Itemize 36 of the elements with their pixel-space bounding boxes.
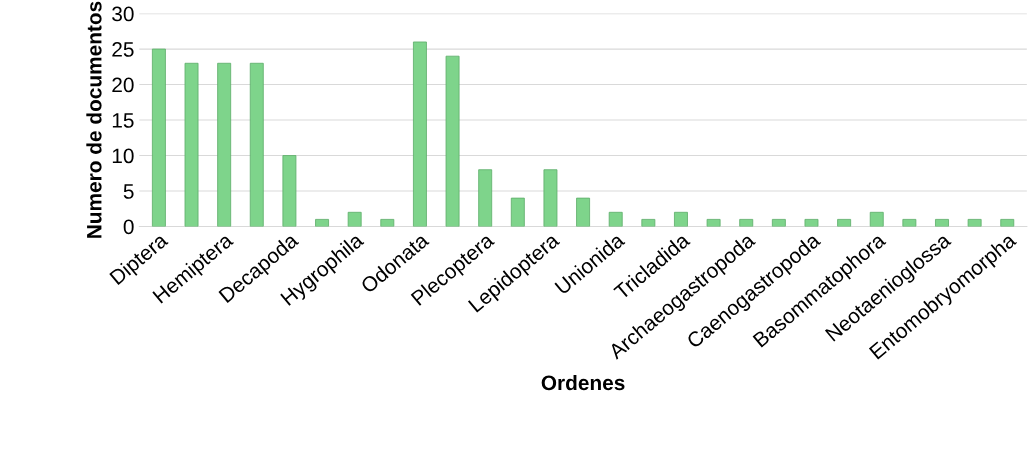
bar	[543, 169, 558, 227]
bar	[510, 197, 525, 227]
bar	[608, 211, 623, 227]
bar	[576, 197, 591, 227]
y-tick-label: 25	[112, 42, 134, 57]
bar	[412, 41, 427, 227]
bar	[902, 218, 917, 227]
y-tick-label: 15	[112, 113, 134, 128]
bar	[804, 218, 819, 227]
bar	[967, 218, 982, 227]
bar	[315, 218, 329, 227]
bar	[478, 169, 493, 227]
bar	[837, 218, 852, 227]
bar	[674, 211, 688, 227]
y-tick-label: 10	[112, 148, 134, 164]
bar	[1000, 218, 1015, 227]
bar	[282, 155, 297, 227]
x-axis-title: Ordenes	[541, 374, 625, 391]
bar	[445, 55, 460, 227]
y-tick-label: 30	[112, 6, 134, 22]
bar	[347, 211, 362, 227]
y-axis-title: Numero de documentos	[86, 1, 102, 238]
y-tick-label: 0	[123, 219, 134, 235]
bar	[739, 218, 754, 227]
bar	[217, 62, 232, 227]
bar	[249, 62, 264, 227]
bar	[151, 48, 166, 227]
y-tick-label: 20	[112, 77, 134, 93]
bar	[184, 62, 199, 227]
bar	[641, 218, 656, 227]
bar	[706, 218, 721, 227]
bar	[380, 218, 395, 227]
y-tick-label: 5	[123, 184, 134, 199]
bar	[935, 218, 949, 227]
bar	[869, 211, 884, 227]
bar	[771, 218, 786, 227]
